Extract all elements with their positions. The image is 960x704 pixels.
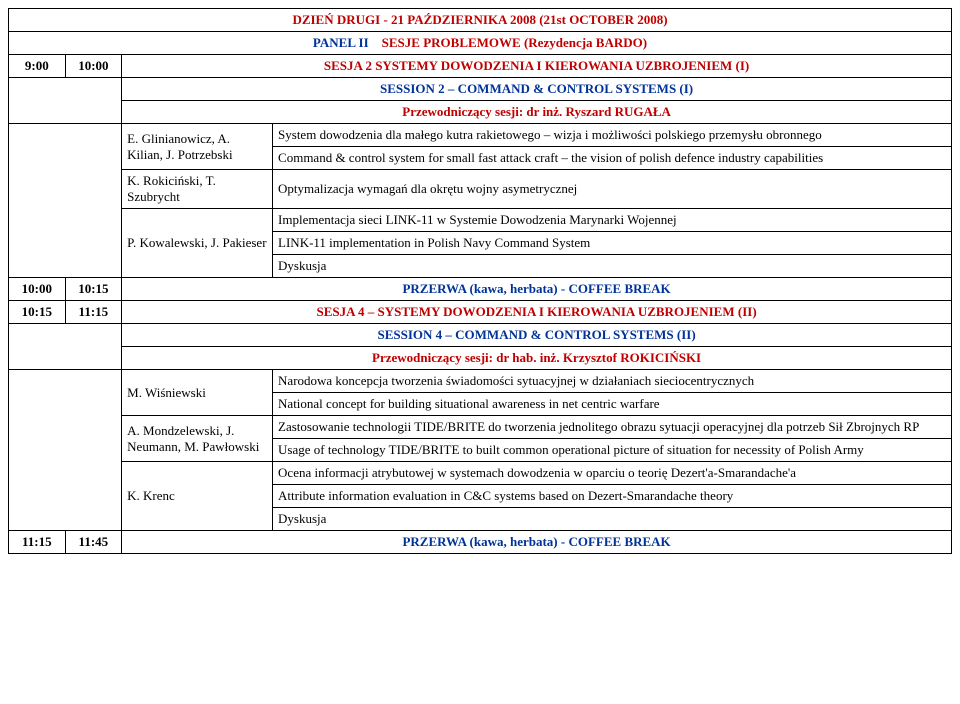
break1-t2: 10:15 — [65, 278, 122, 301]
session2-title: SESJA 2 SYSTEMY DOWODZENIA I KIEROWANIA … — [122, 55, 952, 78]
session4-title: SESJA 4 – SYSTEMY DOWODZENIA I KIEROWANI… — [122, 301, 952, 324]
empty-cell — [9, 78, 122, 124]
talk6-pl: Ocena informacji atrybutowej w systemach… — [273, 462, 952, 485]
empty-cell — [9, 370, 122, 531]
empty-cell — [9, 324, 122, 370]
panel-row: PANEL II SESJE PROBLEMOWE (Rezydencja BA… — [9, 32, 952, 55]
talk3-authors: P. Kowalewski, J. Pakieser — [122, 209, 273, 278]
session4-chair: Przewodniczący sesji: dr hab. inż. Krzys… — [122, 347, 952, 370]
break2-t2: 11:45 — [65, 531, 122, 554]
session4-t2: 11:15 — [65, 301, 122, 324]
talk2-row: K. Rokiciński, T. Szubrycht Optymalizacj… — [9, 170, 952, 209]
break1-label: PRZERWA (kawa, herbata) - COFFEE BREAK — [122, 278, 952, 301]
talk4-authors: M. Wiśniewski — [122, 370, 273, 416]
panel-right: SESJE PROBLEMOWE (Rezydencja BARDO) — [382, 35, 647, 50]
session2-title-row: 9:00 10:00 SESJA 2 SYSTEMY DOWODZENIA I … — [9, 55, 952, 78]
panel-cell: PANEL II SESJE PROBLEMOWE (Rezydencja BA… — [9, 32, 952, 55]
dyskusja2: Dyskusja — [273, 508, 952, 531]
session2-en: SESSION 2 – COMMAND & CONTROL SYSTEMS (I… — [122, 78, 952, 101]
session4-en-row: SESSION 4 – COMMAND & CONTROL SYSTEMS (I… — [9, 324, 952, 347]
session4-t1: 10:15 — [9, 301, 66, 324]
break1-row: 10:00 10:15 PRZERWA (kawa, herbata) - CO… — [9, 278, 952, 301]
talk6-authors: K. Krenc — [122, 462, 273, 531]
day-header: DZIEŃ DRUGI - 21 PAŹDZIERNIKA 2008 (21st… — [9, 9, 952, 32]
talk5-authors: A. Mondzelewski, J. Neumann, M. Pawłowsk… — [122, 416, 273, 462]
session4-en: SESSION 4 – COMMAND & CONTROL SYSTEMS (I… — [122, 324, 952, 347]
empty-cell — [9, 124, 122, 278]
talk5-pl: Zastosowanie technologii TIDE/BRITE do t… — [273, 416, 952, 439]
break2-row: 11:15 11:45 PRZERWA (kawa, herbata) - CO… — [9, 531, 952, 554]
break2-label: PRZERWA (kawa, herbata) - COFFEE BREAK — [122, 531, 952, 554]
talk5-pl-row: A. Mondzelewski, J. Neumann, M. Pawłowsk… — [9, 416, 952, 439]
talk1-pl: System dowodzenia dla małego kutra rakie… — [273, 124, 952, 147]
day-header-row: DZIEŃ DRUGI - 21 PAŹDZIERNIKA 2008 (21st… — [9, 9, 952, 32]
session2-en-row: SESSION 2 – COMMAND & CONTROL SYSTEMS (I… — [9, 78, 952, 101]
talk4-pl-row: M. Wiśniewski Narodowa koncepcja tworzen… — [9, 370, 952, 393]
session4-title-row: 10:15 11:15 SESJA 4 – SYSTEMY DOWODZENIA… — [9, 301, 952, 324]
session2-chair-row: Przewodniczący sesji: dr inż. Ryszard RU… — [9, 101, 952, 124]
talk1-en: Command & control system for small fast … — [273, 147, 952, 170]
session4-chair-row: Przewodniczący sesji: dr hab. inż. Krzys… — [9, 347, 952, 370]
talk6-en: Attribute information evaluation in C&C … — [273, 485, 952, 508]
time-end: 10:00 — [65, 55, 122, 78]
session2-chair: Przewodniczący sesji: dr inż. Ryszard RU… — [122, 101, 952, 124]
talk3-pl: Implementacja sieci LINK-11 w Systemie D… — [273, 209, 952, 232]
panel-left: PANEL II — [313, 35, 369, 50]
schedule-table: DZIEŃ DRUGI - 21 PAŹDZIERNIKA 2008 (21st… — [8, 8, 952, 554]
talk3-en: LINK-11 implementation in Polish Navy Co… — [273, 232, 952, 255]
talk2-authors: K. Rokiciński, T. Szubrycht — [122, 170, 273, 209]
talk2-pl: Optymalizacja wymagań dla okrętu wojny a… — [273, 170, 952, 209]
break1-t1: 10:00 — [9, 278, 66, 301]
time-start: 9:00 — [9, 55, 66, 78]
break2-t1: 11:15 — [9, 531, 66, 554]
dyskusja1: Dyskusja — [273, 255, 952, 278]
talk6-pl-row: K. Krenc Ocena informacji atrybutowej w … — [9, 462, 952, 485]
talk1-pl-row: E. Glinianowicz, A. Kilian, J. Potrzebsk… — [9, 124, 952, 147]
talk1-authors: E. Glinianowicz, A. Kilian, J. Potrzebsk… — [122, 124, 273, 170]
talk3-pl-row: P. Kowalewski, J. Pakieser Implementacja… — [9, 209, 952, 232]
talk4-pl: Narodowa koncepcja tworzenia świadomości… — [273, 370, 952, 393]
talk5-en: Usage of technology TIDE/BRITE to built … — [273, 439, 952, 462]
talk4-en: National concept for building situationa… — [273, 393, 952, 416]
